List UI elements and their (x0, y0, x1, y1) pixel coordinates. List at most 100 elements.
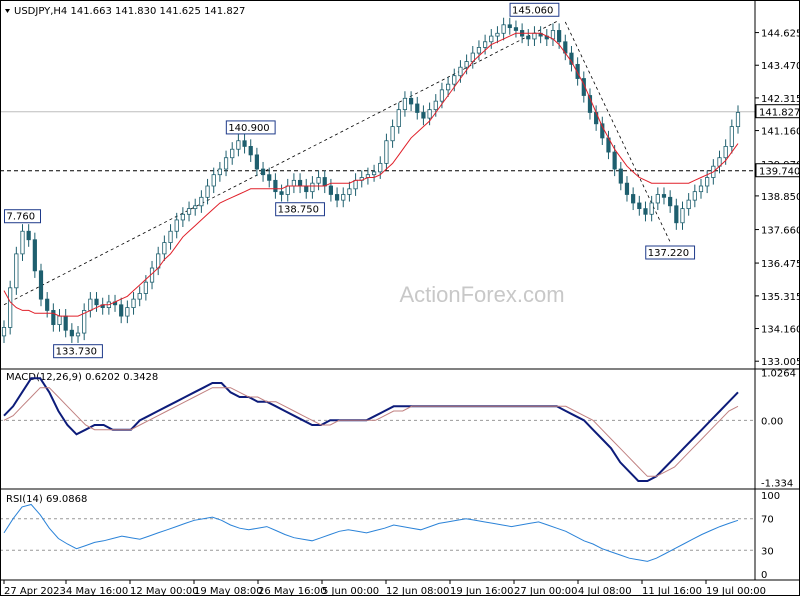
candle-body (680, 208, 685, 224)
candle-body (45, 298, 50, 311)
macd-panel: 1.0264 0.00 -1.334 (0, 368, 796, 490)
rsi-tick-label: 30 (761, 546, 774, 557)
candle-body (248, 146, 253, 156)
candle-body (723, 146, 728, 159)
candle-body (476, 47, 482, 54)
candle-body (421, 112, 426, 119)
price-annotation-label: 145.060 (512, 5, 553, 16)
candle-body (674, 205, 679, 224)
candle-body (489, 35, 494, 43)
time-tick-label: 4 May 16:00 (66, 586, 128, 597)
candle-body (661, 194, 667, 198)
price-tick-label: 142.315 (761, 94, 800, 105)
support-level-tag (755, 163, 800, 178)
candle-body (193, 205, 198, 210)
price-tick-label: 136.475 (761, 259, 800, 270)
candle-body (618, 168, 623, 184)
candle-body (180, 213, 185, 221)
current-price-tag (755, 104, 800, 119)
candle-body (205, 185, 210, 198)
candle-body (304, 185, 309, 193)
price-tick-label: 144.625 (761, 29, 800, 40)
candle-body (390, 126, 395, 142)
candle-body (63, 315, 68, 331)
price-annotation-box (645, 245, 696, 260)
candle-body (587, 95, 593, 113)
candle-body (507, 24, 512, 29)
candle-body (483, 41, 488, 48)
time-tick-label: 27 Jun 00:00 (514, 586, 578, 597)
candle-body (199, 196, 204, 207)
candle-body (415, 103, 420, 113)
support-level-label: 139.740 (759, 167, 800, 178)
price-tick-label: 134.160 (761, 325, 800, 336)
candle-body (643, 208, 648, 215)
candle-body (458, 66, 463, 77)
price-annotation-box (225, 120, 276, 135)
candle-body (557, 30, 562, 43)
candle-body (260, 168, 266, 176)
candle-body (686, 199, 691, 210)
candle-body (279, 191, 284, 195)
candle-body (347, 188, 352, 195)
candle-body (322, 177, 327, 187)
candle-body (612, 151, 617, 170)
candle-body (242, 140, 247, 147)
time-tick-label: 5 Jun 00:00 (322, 586, 379, 597)
time-tick-label: 19 Jul 00:00 (706, 586, 766, 597)
candle-body (8, 287, 13, 328)
candle-body (82, 310, 87, 334)
main-chart-title: USDJPY,H4 141.663 141.830 141.625 141.82… (14, 6, 245, 17)
candle-body (705, 177, 710, 187)
candle-body (526, 35, 531, 40)
trendline (3, 19, 560, 306)
price-annotation-box (275, 202, 325, 217)
candle-body (75, 332, 81, 337)
price-annotation-label: 137.220 (648, 248, 689, 259)
candle-body (131, 298, 136, 309)
moving-average-line (3, 32, 739, 317)
time-tick-label: 12 May 00:00 (130, 586, 199, 597)
candle-body (285, 185, 290, 195)
candle-body (137, 293, 142, 300)
price-annotation-label: 7.760 (7, 212, 36, 223)
dropdown-triangle-icon[interactable] (5, 9, 10, 13)
price-annotation-label: 140.900 (228, 123, 269, 134)
candle-body (26, 230, 31, 241)
candle-body (143, 281, 148, 294)
candle-body (341, 194, 346, 201)
candle-body (119, 304, 124, 317)
time-tick-label: 12 Jun 08:00 (386, 586, 450, 597)
watermark-text: ActionForex.com (399, 282, 564, 307)
candle-body (692, 191, 697, 201)
rsi-tick-label: 100 (761, 491, 780, 502)
current-price-label: 141.827 (759, 108, 800, 119)
candle-body (328, 185, 334, 195)
price-tick-label: 133.005 (761, 357, 800, 368)
price-tick-label: 138.850 (761, 192, 800, 203)
candle-body (310, 182, 315, 193)
time-tick-label: 19 Jun 16:00 (450, 586, 514, 597)
time-tick-label: 11 Jul 16:00 (642, 586, 702, 597)
candle-body (223, 157, 229, 170)
macd-tick-label: -1.334 (761, 479, 793, 490)
candle-body (69, 329, 74, 337)
rsi-title: RSI(14) 69.0868 (6, 494, 87, 505)
candle-body (501, 24, 506, 34)
macd-series-signal (3, 387, 739, 477)
candle-body (532, 32, 537, 40)
price-annotation-box (509, 2, 560, 17)
candle-body (32, 239, 37, 272)
price-panel: 144.625143.470142.315141.160139.970138.8… (0, 2, 800, 368)
rsi-line (3, 503, 739, 562)
candle-body (371, 171, 377, 176)
price-annotation-label: 133.730 (56, 347, 97, 358)
candle-body (396, 109, 401, 128)
candle-body (637, 202, 642, 210)
candle-body (735, 112, 741, 128)
candle-body (464, 61, 469, 68)
candle-body (267, 174, 272, 181)
price-annotation-label: 138.750 (278, 205, 319, 216)
